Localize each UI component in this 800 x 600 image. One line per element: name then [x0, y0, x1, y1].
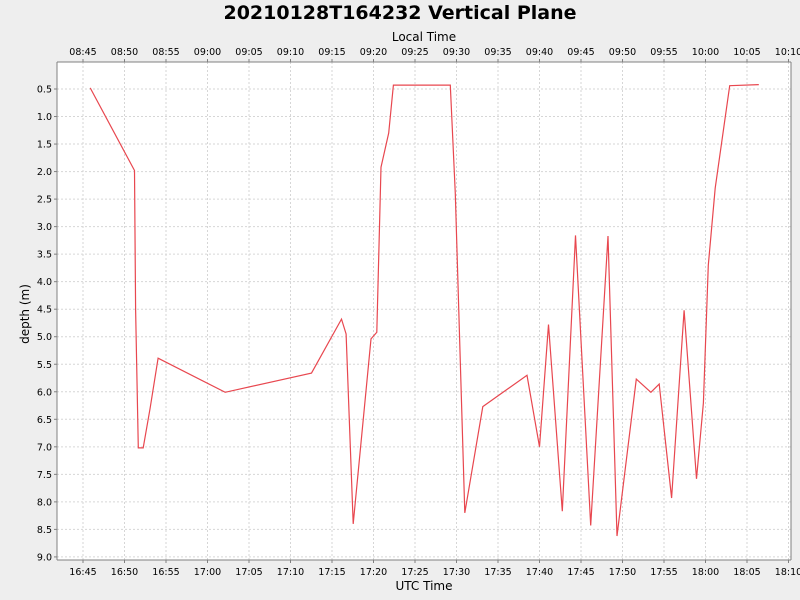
x-tick-label: 17:05 [235, 567, 262, 578]
x-tick-label: 16:50 [111, 567, 138, 578]
x2-tick-label: 09:00 [194, 47, 221, 58]
x-tick-label: 17:25 [401, 567, 428, 578]
x2-tick-label: 10:00 [692, 47, 719, 58]
x2-tick-label: 09:30 [443, 47, 470, 58]
x-tick-label: 17:45 [567, 567, 594, 578]
y-tick-label: 5.5 [37, 360, 52, 371]
y-tick-label: 8.0 [37, 497, 52, 508]
x-tick-label: 16:45 [69, 567, 96, 578]
y-tick-label: 9.0 [37, 552, 52, 563]
y-tick-label: 4.0 [37, 277, 52, 288]
x2-tick-label: 08:50 [111, 47, 138, 58]
grid [57, 62, 791, 560]
y-tick-label: 1.0 [37, 112, 52, 123]
y-tick-label: 6.0 [37, 387, 52, 398]
x2-tick-label: 09:45 [567, 47, 594, 58]
y-tick-label: 1.5 [37, 140, 52, 151]
x2-tick-label: 09:50 [609, 47, 636, 58]
x2-tick-label: 10:10 [775, 47, 800, 58]
y-tick-label: 0.5 [37, 85, 52, 96]
y-tick-label: 7.5 [37, 470, 52, 481]
y-tick-label: 5.0 [37, 332, 52, 343]
chart-title: 20210128T164232 Vertical Plane [223, 2, 576, 24]
x-tick-label: 17:50 [609, 567, 636, 578]
y-tick-label: 7.0 [37, 442, 52, 453]
x-tick-label: 17:15 [318, 567, 345, 578]
x2-tick-label: 09:10 [277, 47, 304, 58]
y-tick-label: 3.0 [37, 222, 52, 233]
depth-series-line [89, 84, 759, 537]
x-tick-label: 17:30 [443, 567, 470, 578]
x-tick-label: 18:05 [733, 567, 760, 578]
x2-axis-label: Local Time [392, 30, 456, 44]
x2-tick-label: 09:15 [318, 47, 345, 58]
x-axis-label: UTC Time [396, 579, 453, 593]
x2-tick-label: 09:35 [484, 47, 511, 58]
x2-tick-label: 09:40 [526, 47, 553, 58]
x-tick-label: 18:00 [692, 567, 719, 578]
y-tick-label: 8.5 [37, 525, 52, 536]
y-tick-label: 2.5 [37, 195, 52, 206]
ticks: 16:45 08:45 16:50 08:50 16:55 08:55 17:00 09:00… [37, 47, 800, 578]
x-tick-label: 17:20 [360, 567, 387, 578]
x-tick-label: 17:55 [650, 567, 677, 578]
x-tick-label: 17:10 [277, 567, 304, 578]
x-tick-label: 17:00 [194, 567, 221, 578]
x2-tick-label: 08:45 [69, 47, 96, 58]
x2-tick-label: 09:25 [401, 47, 428, 58]
x2-tick-label: 10:05 [733, 47, 760, 58]
y-tick-label: 2.0 [37, 167, 52, 178]
y-tick-label: 3.5 [37, 250, 52, 261]
x-tick-label: 17:35 [484, 567, 511, 578]
x2-tick-label: 09:05 [235, 47, 262, 58]
series-group [89, 84, 759, 537]
x-tick-label: 17:40 [526, 567, 553, 578]
x2-tick-label: 09:55 [650, 47, 677, 58]
x-tick-label: 16:55 [152, 567, 179, 578]
plot-area [57, 62, 791, 560]
x-tick-label: 18:10 [775, 567, 800, 578]
y-axis-label: depth (m) [18, 284, 32, 344]
x2-tick-label: 08:55 [152, 47, 179, 58]
x2-tick-label: 09:20 [360, 47, 387, 58]
y-tick-label: 4.5 [37, 305, 52, 316]
y-tick-label: 6.5 [37, 415, 52, 426]
